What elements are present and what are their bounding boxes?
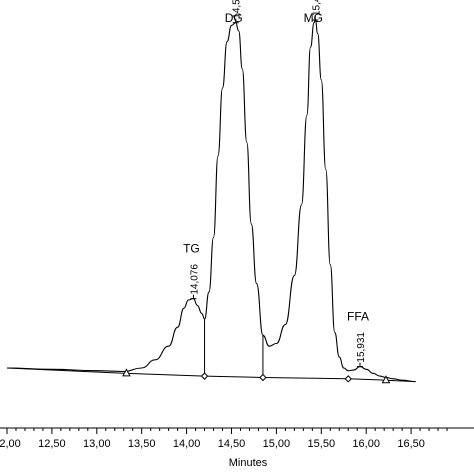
peak-name-label: TG	[183, 242, 200, 256]
x-tick-label: 12,00	[0, 438, 21, 450]
baseline-triangle-marker	[122, 368, 131, 377]
peak-name-label: FFA	[347, 310, 369, 324]
x-tick-label: 14,50	[218, 438, 246, 450]
peak-name-label: MG	[304, 11, 323, 25]
baseline-diamond-marker	[200, 372, 209, 380]
x-tick-label: 15,50	[308, 438, 336, 450]
baseline-diamond-marker	[344, 375, 352, 383]
x-tick-label: 12,50	[38, 438, 66, 450]
peak-rt-label: 14,547	[232, 0, 243, 19]
x-tick-label: 16,00	[352, 438, 380, 450]
x-tick-label: 15,00	[263, 438, 291, 450]
chromatogram-trace	[6, 19, 416, 383]
baseline-triangle-marker	[381, 375, 391, 384]
baseline-diamond-marker	[259, 373, 267, 382]
peak-rt-label: 15,931	[356, 332, 367, 363]
peak-name-label: DG	[225, 11, 243, 25]
x-tick-label: 14,00	[173, 438, 201, 450]
x-tick-label: 13,00	[83, 438, 111, 450]
peak-rt-label: 14,076	[189, 264, 200, 295]
peak-rt-label: 15,433	[311, 0, 322, 16]
x-tick-label: 13,50	[128, 438, 156, 450]
x-tick-label: 16,50	[397, 438, 425, 450]
x-axis-title: Minutes	[229, 457, 268, 469]
